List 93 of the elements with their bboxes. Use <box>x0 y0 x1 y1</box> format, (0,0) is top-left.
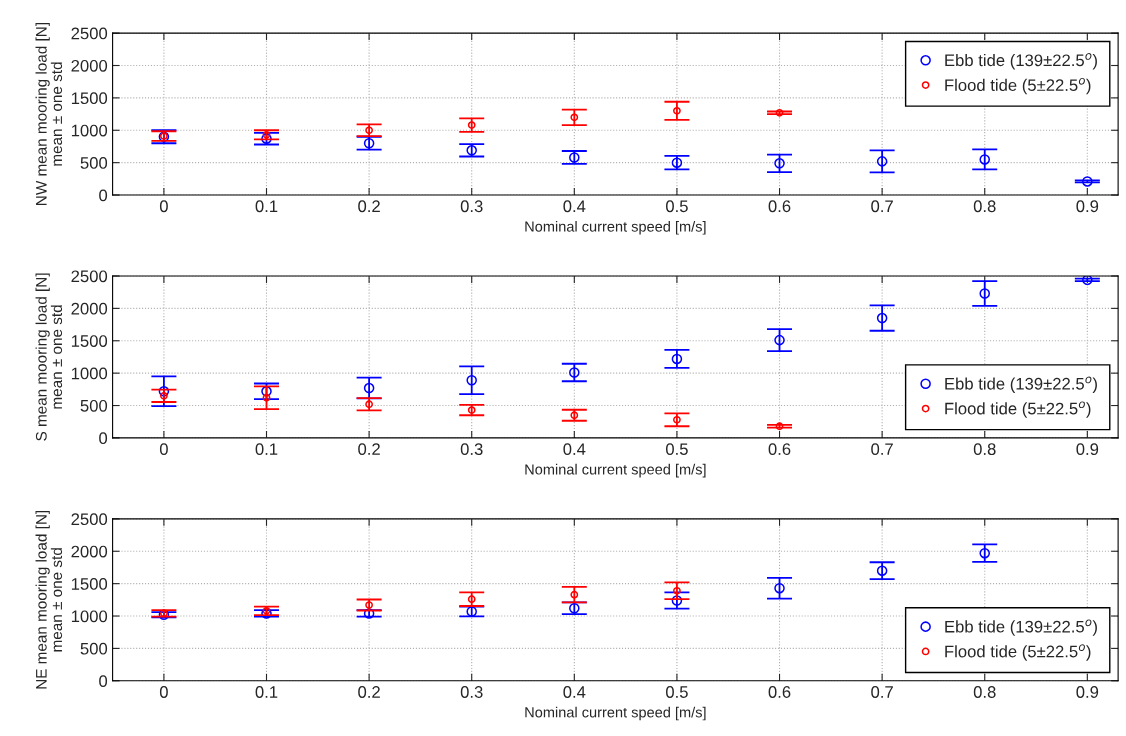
y-axis-title: NE mean mooring load [N] mean ± one std <box>35 510 63 689</box>
y-tick-label: 1000 <box>71 124 108 137</box>
point <box>569 152 580 163</box>
x-tick-label: 0.2 <box>358 443 380 456</box>
x-tick-label: 0.8 <box>973 686 996 698</box>
y-tick-label: 1500 <box>71 92 108 105</box>
point <box>671 353 683 365</box>
x-tick-label: 0.4 <box>563 443 586 456</box>
y-tick-label: 2000 <box>71 545 108 558</box>
legend-label: Flood tide (5±22.5$^{o}$) <box>945 401 1091 418</box>
point <box>876 312 888 324</box>
x-tick-label: 0 <box>159 443 168 456</box>
point <box>673 415 681 424</box>
legend-label: Ebb tide (139±22.5$^{o}$) <box>945 619 1097 636</box>
y-tick-label: 2500 <box>71 513 108 526</box>
legend-label: Ebb tide (139±22.5$^{o}$) <box>945 53 1097 70</box>
x-tick-label: 0.6 <box>768 686 791 698</box>
point <box>673 106 681 115</box>
x-tick-label: 0.9 <box>1076 443 1099 456</box>
y-tick-label: 2500 <box>71 270 108 283</box>
point <box>363 382 375 394</box>
y-axis-title: NW mean mooring load [N] mean ± one std <box>35 23 63 205</box>
x-tick-label: 0.7 <box>871 686 893 698</box>
x-tick-label: 0.5 <box>665 200 688 213</box>
point <box>466 145 477 156</box>
x-axis-title: Nominal current speed [m/s] <box>525 220 706 235</box>
point <box>569 367 580 378</box>
x-tick-label: 0.3 <box>460 200 483 213</box>
x-tick-label: 0 <box>159 686 168 698</box>
point <box>671 157 683 168</box>
x-tick-label: 0.3 <box>460 443 483 456</box>
legend-label: Flood tide (5±22.5$^{o}$) <box>945 77 1091 95</box>
legend-label: Flood tide (5±22.5$^{o}$) <box>945 644 1091 661</box>
point <box>774 334 785 346</box>
y-tick-label: 500 <box>80 642 108 655</box>
x-tick-label: 0.6 <box>768 200 791 213</box>
y-tick-label: 1000 <box>71 610 108 623</box>
point <box>363 608 375 619</box>
point <box>1082 176 1093 187</box>
y-tick-label: 1000 <box>71 367 108 380</box>
point <box>467 595 476 604</box>
x-tick-label: 0.7 <box>871 443 893 456</box>
y-tick-label: 0 <box>99 432 108 445</box>
x-tick-label: 0.9 <box>1076 686 1099 698</box>
x-tick-label: 0.4 <box>563 200 586 213</box>
point <box>876 565 888 576</box>
point <box>774 582 785 594</box>
x-tick-label: 0.5 <box>665 686 688 698</box>
x-tick-label: 0.8 <box>973 443 996 456</box>
point <box>158 386 170 397</box>
y-tick-label: 2000 <box>71 302 108 315</box>
point <box>466 606 477 617</box>
y-tick-label: 2000 <box>71 59 108 72</box>
point <box>1082 276 1093 286</box>
y-tick-label: 1500 <box>71 578 108 590</box>
point <box>467 121 476 129</box>
point <box>466 374 477 386</box>
point <box>979 288 991 299</box>
y-tick-label: 0 <box>99 675 108 687</box>
point <box>774 158 785 169</box>
point <box>979 154 991 165</box>
x-tick-label: 0.1 <box>255 686 278 698</box>
y-axis-title: S mean mooring load [N] mean ± one std <box>35 273 63 441</box>
x-tick-label: 0.2 <box>358 686 380 698</box>
x-axis-title: Nominal current speed [m/s] <box>525 706 706 721</box>
point <box>570 590 579 599</box>
y-tick-label: 500 <box>80 399 108 412</box>
x-tick-label: 0.2 <box>358 200 380 213</box>
x-tick-label: 0.5 <box>665 443 688 456</box>
point <box>673 586 681 595</box>
x-tick-label: 0.6 <box>768 443 791 456</box>
x-tick-label: 0.1 <box>255 200 278 213</box>
point <box>262 393 271 402</box>
point <box>671 595 683 606</box>
y-tick-label: 2500 <box>71 27 108 40</box>
x-tick-label: 0.9 <box>1076 200 1099 213</box>
x-tick-label: 0.1 <box>255 443 278 456</box>
point <box>569 602 580 614</box>
x-tick-label: 0.8 <box>973 200 996 213</box>
legend-label: Ebb tide (139±22.5$^{o}$) <box>945 376 1097 393</box>
x-axis-title: Nominal current speed [m/s] <box>525 463 706 478</box>
y-tick-label: 0 <box>99 189 108 202</box>
point <box>876 156 888 167</box>
x-tick-label: 0.3 <box>460 686 483 698</box>
point <box>979 547 991 559</box>
point <box>363 137 375 149</box>
y-tick-label: 1500 <box>71 335 108 347</box>
x-tick-label: 0.4 <box>563 686 586 698</box>
point <box>261 133 272 144</box>
point <box>570 113 579 122</box>
x-tick-label: 0 <box>159 200 168 213</box>
x-tick-label: 0.7 <box>871 200 893 213</box>
y-tick-label: 500 <box>80 157 108 169</box>
